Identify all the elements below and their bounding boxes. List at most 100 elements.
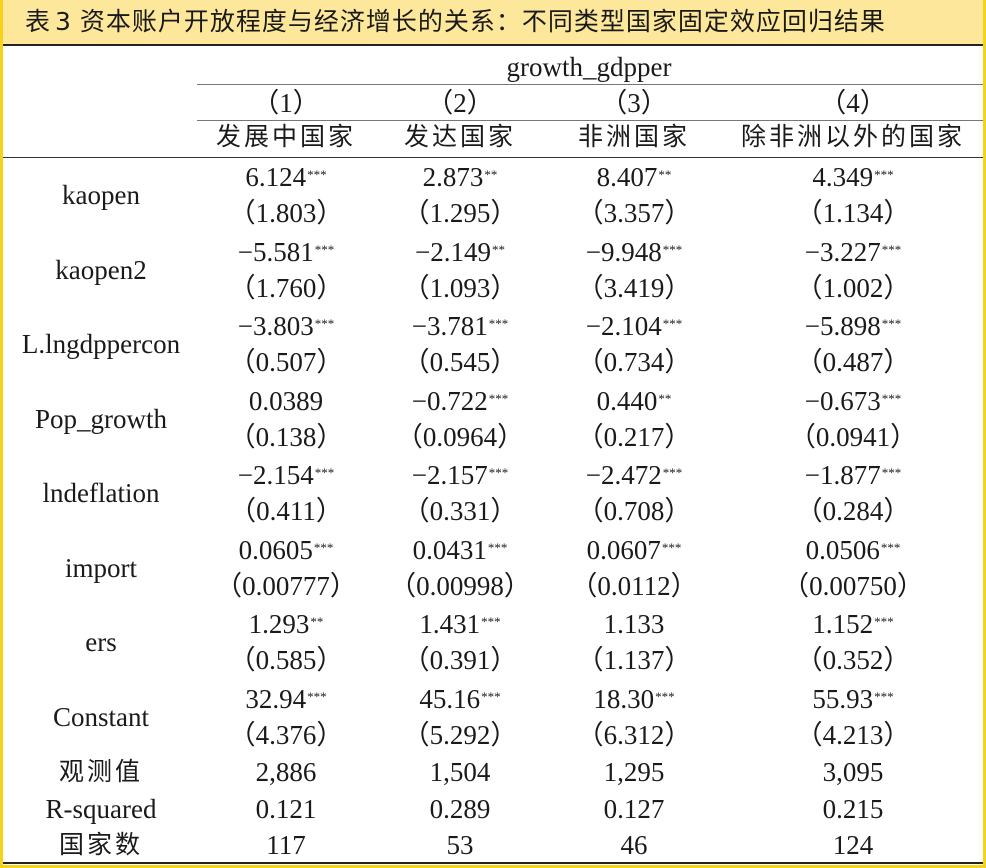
standard-error: （0.411） [229, 496, 343, 526]
stat-value: 3,095 [822, 757, 884, 787]
row-label: kaopen [62, 180, 140, 210]
coefficient: −1.877*** [703, 457, 986, 493]
standard-error: （1.002） [795, 272, 911, 303]
coefficient-value: 1.133 [603, 609, 665, 639]
standard-error: （1.134） [795, 198, 911, 228]
standard-error: （1.760） [228, 272, 344, 303]
coefficient-value: 6.124 [245, 162, 307, 192]
coefficient: −2.149** [310, 234, 610, 270]
significance-stars: *** [307, 688, 327, 704]
coefficient-value: 0.0607 [586, 534, 661, 565]
significance-stars: *** [488, 390, 509, 406]
significance-stars: *** [662, 316, 683, 331]
standard-error: （0.284） [795, 496, 911, 526]
coefficient-value: −2.472 [585, 460, 662, 490]
standard-error: （4.376） [228, 719, 344, 750]
coefficient-value: 4.349 [812, 162, 874, 192]
bottom-rule [3, 862, 983, 864]
coefficient-value: 0.0605 [238, 534, 313, 565]
coefficient-value: −2.149 [415, 236, 491, 267]
stat-value: 46 [620, 830, 648, 860]
significance-stars: ** [658, 167, 672, 182]
standard-error: （0.391） [402, 645, 518, 675]
significance-stars: *** [307, 167, 327, 182]
standard-error: （0.507） [228, 347, 344, 377]
significance-stars: ** [658, 390, 672, 406]
stat-value: 124 [832, 830, 874, 860]
standard-error: （0.331） [402, 496, 518, 526]
row-label: ers [85, 627, 117, 657]
coefficient-value: 0.0389 [248, 385, 324, 416]
significance-stars: *** [874, 614, 894, 629]
stat-value: 2,886 [255, 757, 317, 787]
standard-error: （1.093） [402, 272, 518, 303]
coefficient-value: −0.673 [804, 385, 881, 416]
coefficient: 8.407** [484, 159, 784, 195]
stat-value: 0.121 [255, 793, 317, 824]
dep-var-rule [197, 84, 983, 85]
coefficient: 1.133 [484, 606, 784, 642]
significance-stars: *** [314, 241, 335, 257]
coefficient-value: 18.30 [593, 683, 655, 714]
coefficient: −0.673*** [703, 383, 986, 419]
standard-error: （0.734） [576, 347, 692, 377]
coefficient: 0.0389 [136, 383, 436, 419]
row-label: Constant [52, 701, 149, 732]
coefficient-value: −5.581 [237, 236, 314, 267]
significance-stars: ** [484, 167, 498, 182]
significance-stars: *** [880, 539, 901, 555]
stat-value: 1,504 [429, 757, 491, 787]
standard-error: （0.138） [228, 421, 344, 452]
coefficient: −3.781 *** [310, 308, 610, 344]
dependent-variable: growth_gdpper [506, 52, 672, 82]
title-number: 3 [55, 7, 72, 36]
column-name: 发展中国家 [215, 122, 356, 151]
significance-stars: *** [874, 167, 894, 182]
coefficient-value: 2.873 [422, 162, 484, 192]
row-label: lndeflation [42, 478, 160, 508]
coefficient: 1.431*** [310, 606, 610, 642]
significance-stars: *** [487, 539, 508, 555]
stat-label: 国家数 [58, 830, 143, 859]
significance-stars: *** [881, 316, 902, 331]
standard-error: （0.708） [576, 496, 692, 526]
coefficient-value: −5.898 [804, 311, 881, 341]
significance-stars: ** [491, 241, 505, 257]
coefficient-value: −2.157 [411, 460, 488, 490]
coefficient: −3.803*** [136, 308, 436, 344]
column-name: 除非洲以外的国家 [740, 122, 965, 151]
coefficient-value: −2.104 [585, 311, 662, 341]
significance-stars: *** [481, 688, 501, 704]
significance-stars: *** [314, 316, 335, 331]
stat-value: 53 [446, 830, 474, 860]
standard-error: （6.312） [576, 719, 692, 750]
row-label: import [65, 552, 137, 583]
standard-error: （3.419） [576, 272, 692, 303]
standard-error: （1.295） [402, 198, 518, 228]
standard-error: （0.217） [576, 421, 692, 452]
row-label: Pop_growth [34, 403, 167, 434]
row-label: kaopen2 [55, 254, 147, 285]
standard-error: （3.357） [576, 198, 692, 228]
coefficient: 32.94*** [136, 681, 436, 717]
coefficient-value: −3.781 [411, 311, 488, 341]
coefficient: −5.581*** [136, 234, 436, 270]
stat-label: R-squared [45, 793, 157, 824]
stat-label: 观测值 [58, 757, 143, 786]
coefficient: 1.293** [136, 606, 436, 642]
significance-stars: *** [314, 465, 335, 480]
coefficient: 45.16*** [310, 681, 610, 717]
coefficient-value: 55.93 [812, 683, 874, 714]
coefficient: 0.0431*** [310, 532, 610, 568]
coefficient: −0.722*** [310, 383, 610, 419]
column-number: （1） [252, 88, 320, 118]
title-bar: 表 3 资本账户开放程度与经济增长的关系：不同类型国家固定效应回归结果 [0, 0, 986, 44]
coefficient: 1.152*** [703, 606, 986, 642]
stat-value: 0.127 [603, 793, 665, 824]
coefficient-value: 45.16 [419, 683, 481, 714]
column-number: （4） [819, 88, 887, 118]
table-title: 表 3 资本账户开放程度与经济增长的关系：不同类型国家固定效应回归结果 [25, 4, 886, 40]
coefficient: −2.154*** [136, 457, 436, 493]
coefficient: 55.93*** [703, 681, 986, 717]
